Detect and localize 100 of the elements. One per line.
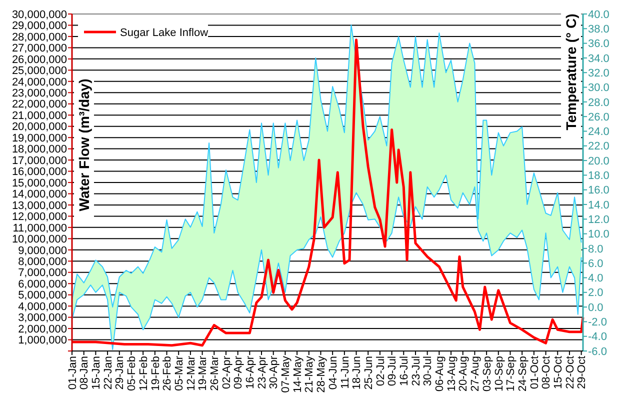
x-tick-label: 19-Mar <box>197 356 210 391</box>
y-tick-label: 13,000,000 <box>12 200 67 212</box>
y-tick-label: 20,000,000 <box>12 121 67 134</box>
x-tick-label: 01-Oct <box>528 356 541 390</box>
y-tick-label: 30,000,000 <box>12 8 67 21</box>
y2-tick-label: 10.0 <box>588 228 610 241</box>
y-tick-label: 22,000,000 <box>12 98 67 111</box>
y2-tick-label: 22.0 <box>588 140 610 153</box>
x-tick-label: 30-Apr <box>268 356 280 390</box>
y2-tick-label: 36.0 <box>588 38 610 50</box>
y2-tick-label: 18.0 <box>588 170 610 182</box>
x-tick-label: 10-Sep <box>493 356 506 392</box>
x-tick-label: 29-Jan <box>114 356 126 390</box>
x-tick-label: 28-May <box>316 356 328 393</box>
y-tick-label: 23,000,000 <box>12 87 67 100</box>
y-tick-label: 4,000,000 <box>18 300 67 313</box>
y-tick-label: 12,000,000 <box>12 211 67 224</box>
x-tick-label: 06-Aug <box>434 356 446 392</box>
y2-axis-title: Temperature (° C) <box>562 14 579 130</box>
y-tick-label: 24,000,000 <box>12 76 67 88</box>
x-tick-label: 03-Sep <box>481 356 494 392</box>
y2-tick-label: 0.0 <box>588 302 604 314</box>
x-tick-label: 08-Oct <box>540 356 553 390</box>
x-tick-label: 26-Mar <box>208 356 221 391</box>
x-tick-label: 23-Apr <box>256 356 268 390</box>
y-tick-label: 19,000,000 <box>12 132 67 144</box>
y2-tick-label: 34.0 <box>588 52 610 65</box>
x-tick-label: 05-Feb <box>126 356 138 391</box>
y-tick-label: 26,000,000 <box>12 54 67 66</box>
x-tick-label: 14-May <box>292 356 304 393</box>
y-tick-label: 6,000,000 <box>18 278 67 290</box>
x-tick-label: 30-Jul <box>422 356 434 386</box>
x-tick-label: 25-Jun <box>362 356 375 390</box>
x-tick-label: 23-Jul <box>410 356 422 386</box>
y2-tick-label: -4.0 <box>588 331 607 344</box>
y-tick-label: 14,000,000 <box>12 188 67 201</box>
y2-tick-label: 26.0 <box>588 111 610 124</box>
y-tick-label: 9,000,000 <box>18 244 67 257</box>
y2-tick-label: -2.0 <box>588 316 607 329</box>
x-tick-label: 29-Oct <box>576 356 588 390</box>
y-tick-label: 21,000,000 <box>12 110 67 122</box>
y2-tick-label: 4.0 <box>588 272 604 285</box>
y-tick-label: 7,000,000 <box>18 267 67 280</box>
y-tick-label: 27,000,000 <box>12 42 67 55</box>
x-tick-label: 08-Jan <box>78 356 91 390</box>
y-tick-label: 15,000,000 <box>12 177 67 190</box>
y-tick-label: 18,000,000 <box>12 144 67 156</box>
x-tick-label: 02-Apr <box>220 356 233 390</box>
y2-tick-label: 12.0 <box>588 214 610 226</box>
y-tick-label: 25,000,000 <box>12 65 67 78</box>
x-tick-label: 27-Aug <box>470 356 482 392</box>
x-tick-label: 13-Aug <box>446 356 458 392</box>
y2-tick-label: 14.0 <box>588 199 610 212</box>
y2-tick-label: -6.0 <box>588 346 607 358</box>
y-tick-label: 2,000,000 <box>18 323 67 336</box>
x-tick-label: 07-May <box>280 356 292 393</box>
y2-tick-label: 32.0 <box>588 67 610 80</box>
x-tick-label: 16-Apr <box>244 356 257 390</box>
x-tick-label: 12-Feb <box>138 356 150 391</box>
x-tick-label: 09-Jul <box>386 356 399 386</box>
y2-tick-label: 40.0 <box>588 8 610 21</box>
x-tick-label: 15-Jan <box>90 356 103 390</box>
y-tick-label: 8,000,000 <box>18 256 67 268</box>
x-tick-label: 21-May <box>304 356 316 393</box>
y2-tick-label: 30.0 <box>588 82 610 94</box>
x-tick-label: 05-Mar <box>173 356 186 391</box>
x-tick-label: 18-Jun <box>351 356 364 390</box>
y2-tick-label: 28.0 <box>588 96 610 109</box>
x-tick-label: 04-Jun <box>327 356 340 390</box>
x-tick-label: 15-Oct <box>552 356 564 390</box>
y2-tick-label: 24.0 <box>588 126 610 138</box>
y-tick-label: 17,000,000 <box>12 154 67 167</box>
x-tick-label: 17-Sep <box>505 356 518 392</box>
x-tick-label: 12-Mar <box>185 356 198 391</box>
x-tick-label: 26-Feb <box>162 356 174 391</box>
y2-tick-label: 38.0 <box>588 24 610 36</box>
y2-tick-label: 8.0 <box>588 243 604 256</box>
y-tick-label: 28,000,000 <box>12 31 67 44</box>
x-tick-label: 22-Oct <box>564 356 576 390</box>
x-tick-label: 20-Aug <box>458 356 470 392</box>
x-tick-label: 19-Feb <box>150 356 162 391</box>
x-tick-label: 16-Jul <box>398 356 410 386</box>
legend-label: Sugar Lake Inflow <box>120 26 208 39</box>
x-tick-label: 11-Jun <box>339 356 352 389</box>
y-tick-label: 16,000,000 <box>12 166 67 178</box>
x-tick-label: 02-Jul <box>374 356 387 386</box>
x-tick-label: 22-Jan <box>102 356 114 390</box>
x-tick-label: 24-Sep <box>516 356 529 392</box>
y2-tick-label: 20.0 <box>588 155 610 168</box>
y2-tick-label: 6.0 <box>588 258 604 270</box>
y-tick-label: 11,000,000 <box>12 222 67 234</box>
y-tick-label: 3,000,000 <box>18 312 67 324</box>
y-tick-label: 5,000,000 <box>18 290 67 302</box>
y-tick-label: 29,000,000 <box>12 20 67 32</box>
x-tick-label: 01-Jan <box>66 356 79 390</box>
y2-tick-label: 2.0 <box>588 287 604 300</box>
y-axis-title: Water Flow (m³/day) <box>76 78 92 212</box>
x-tick-label: 09-Apr <box>232 356 245 390</box>
y2-tick-label: 16.0 <box>588 184 610 197</box>
y-tick-label: 10,000,000 <box>12 234 67 246</box>
